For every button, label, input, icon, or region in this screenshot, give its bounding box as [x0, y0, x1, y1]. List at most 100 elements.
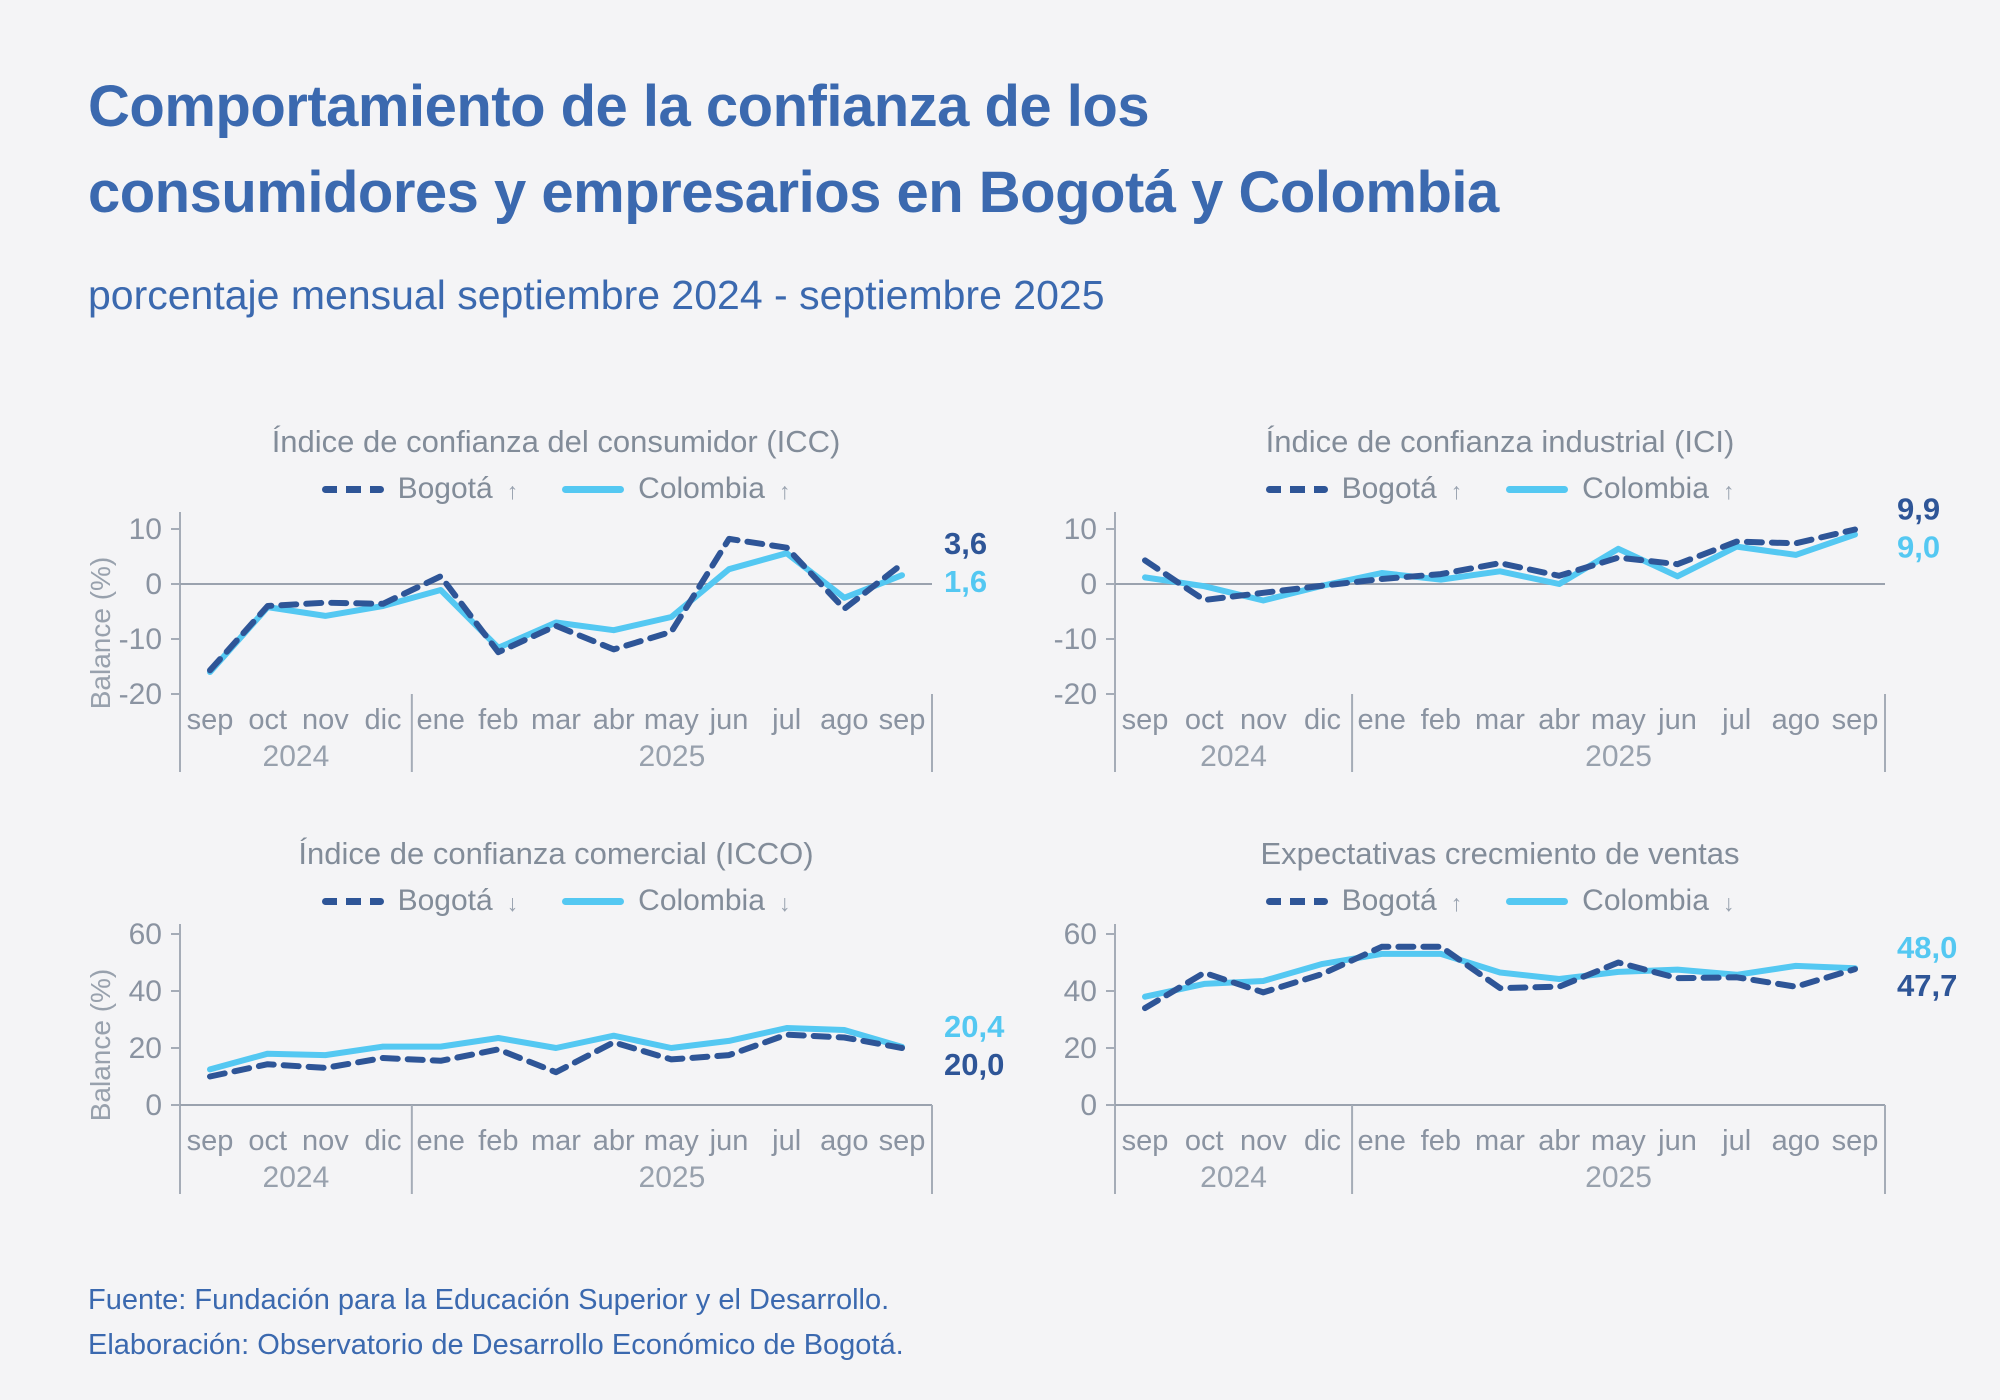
chart-title: Índice de confianza comercial (ICCO): [298, 836, 814, 871]
trend-up-icon: ↑: [778, 477, 791, 504]
x-month-label: ene: [1357, 1125, 1405, 1157]
legend-label: Colombia: [1582, 884, 1709, 917]
x-month-label: mar: [531, 1125, 581, 1157]
y-tick-label: 40: [1064, 975, 1097, 1008]
legend-item-colombia: Colombia ↑: [1506, 472, 1734, 506]
legend-label: Colombia: [1582, 472, 1709, 505]
x-month-label: jun: [709, 1125, 749, 1157]
year-label-2025: 2025: [639, 1161, 706, 1194]
chart-title: Índice de confianza del consumidor (ICC): [271, 424, 841, 459]
x-month-label: sep: [187, 704, 234, 736]
x-month-label: nov: [1240, 1125, 1287, 1157]
colombia-solid-line-swatch: [1506, 485, 1569, 493]
x-month-label: feb: [1421, 704, 1461, 736]
legend-label: Colombia: [638, 884, 765, 917]
year-label-2025: 2025: [1585, 740, 1652, 773]
x-month-label: ago: [820, 704, 868, 736]
x-month-label: sep: [1832, 704, 1879, 736]
x-month-label: abr: [1538, 1125, 1580, 1157]
page-title-line1: Comportamiento de la confianza de los: [88, 74, 1150, 139]
y-tick-label: -20: [119, 678, 162, 711]
trend-up-icon: ↑: [1450, 889, 1463, 916]
legend-item-bogota: Bogotá ↓: [321, 884, 519, 918]
x-month-label: ene: [416, 704, 464, 736]
chart-legend: Bogotá ↑ Colombia ↑: [180, 472, 932, 506]
colombia-line: [207, 1025, 905, 1073]
x-month-label: may: [644, 1125, 699, 1157]
x-month-label: jul: [1721, 704, 1751, 736]
x-month-label: sep: [1832, 1125, 1879, 1157]
bogota-dashed-line-swatch: [321, 485, 384, 493]
trend-down-icon: ↓: [506, 889, 519, 916]
chart-title: Expectativas crecmiento de ventas: [1260, 836, 1740, 871]
legend-label: Bogotá: [1341, 884, 1437, 917]
year-label-2025: 2025: [1585, 1161, 1652, 1194]
x-month-label: ene: [416, 1125, 464, 1157]
y-tick-label: 10: [1064, 513, 1097, 546]
year-label-2024: 2024: [1200, 1161, 1267, 1194]
x-month-label: oct: [248, 704, 287, 736]
x-month-label: sep: [879, 1125, 926, 1157]
bogota-line: [1142, 526, 1858, 603]
bogota-dashed-line-swatch: [1265, 897, 1328, 905]
x-month-label: abr: [593, 1125, 635, 1157]
y-tick-label: 0: [1080, 568, 1097, 601]
trend-down-icon: ↓: [778, 889, 791, 916]
colombia-end-value-label: 20,4: [944, 1009, 1005, 1044]
colombia-solid-line-swatch: [562, 897, 625, 905]
legend-item-bogota: Bogotá ↑: [1265, 472, 1463, 506]
x-month-label: ene: [1357, 704, 1405, 736]
x-month-label: sep: [1122, 704, 1169, 736]
trend-up-icon: ↑: [506, 477, 519, 504]
y-tick-label: 10: [129, 513, 162, 546]
y-tick-label: -10: [119, 623, 162, 656]
bogota-end-value-label: 47,7: [1897, 968, 1957, 1003]
x-month-label: jul: [1721, 1125, 1751, 1157]
chart-legend: Bogotá ↑ Colombia ↓: [1115, 884, 1885, 918]
bogota-line: [207, 1031, 905, 1080]
x-month-label: jul: [771, 704, 801, 736]
year-label-2024: 2024: [263, 740, 330, 773]
elaboration-line: Elaboración: Observatorio de Desarrollo …: [88, 1328, 904, 1361]
y-tick-label: 60: [129, 918, 162, 951]
x-month-label: jun: [709, 704, 749, 736]
bogota-dashed-line-swatch: [1265, 485, 1328, 493]
x-month-label: abr: [593, 704, 635, 736]
x-month-label: mar: [1475, 704, 1525, 736]
trend-up-icon: ↑: [1450, 477, 1463, 504]
colombia-end-value-label: 1,6: [944, 564, 987, 599]
x-month-label: dic: [364, 1125, 401, 1157]
y-tick-label: 20: [129, 1032, 162, 1065]
x-month-label: mar: [1475, 1125, 1525, 1157]
legend-label: Bogotá: [397, 884, 493, 917]
legend-item-bogota: Bogotá ↑: [1265, 884, 1463, 918]
x-month-label: ago: [1772, 704, 1820, 736]
bogota-end-value-label: 3,6: [944, 526, 987, 561]
legend-item-colombia: Colombia ↑: [562, 472, 790, 506]
page-title-line2: consumidores y empresarios en Bogotá y C…: [88, 159, 1499, 225]
legend-label: Bogotá: [397, 472, 493, 505]
trend-down-icon: ↓: [1722, 889, 1735, 916]
x-month-label: ago: [820, 1125, 868, 1157]
legend-label: Colombia: [638, 472, 765, 505]
legend-item-colombia: Colombia ↓: [1506, 884, 1734, 918]
colombia-end-value-label: 48,0: [1897, 930, 1957, 965]
x-month-label: dic: [364, 704, 401, 736]
y-tick-label: 0: [145, 568, 162, 601]
source-line: Fuente: Fundación para la Educación Supe…: [88, 1284, 890, 1316]
x-month-label: may: [1591, 1125, 1646, 1157]
bogota-line: [207, 535, 905, 674]
chart-title: Índice de confianza industrial (ICI): [1265, 424, 1735, 459]
bogota-end-value-label: 20,0: [944, 1047, 1004, 1082]
colombia-solid-line-swatch: [562, 485, 625, 493]
x-month-label: nov: [1240, 704, 1287, 736]
x-month-label: feb: [1421, 1125, 1461, 1157]
colombia-line: [1142, 531, 1858, 604]
x-month-label: dic: [1304, 704, 1341, 736]
page-subtitle: porcentaje mensual septiembre 2024 - sep…: [88, 272, 1105, 318]
